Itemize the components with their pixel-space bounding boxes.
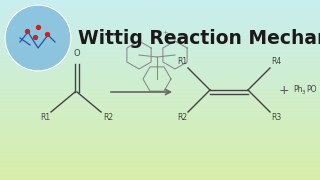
Text: PO: PO (306, 84, 316, 93)
Text: R2: R2 (177, 114, 187, 123)
Text: O: O (74, 49, 80, 58)
Text: R1: R1 (40, 112, 50, 122)
Text: +: + (162, 30, 168, 35)
Text: R1: R1 (177, 57, 187, 66)
Text: Wittig Reaction Mechanism: Wittig Reaction Mechanism (78, 28, 320, 48)
Text: 3: 3 (302, 89, 306, 94)
Text: R4: R4 (271, 57, 281, 66)
Text: R2: R2 (103, 112, 113, 122)
Text: R3: R3 (271, 114, 281, 123)
Circle shape (5, 5, 71, 71)
Text: +: + (279, 84, 289, 96)
Text: Ph: Ph (293, 84, 302, 93)
